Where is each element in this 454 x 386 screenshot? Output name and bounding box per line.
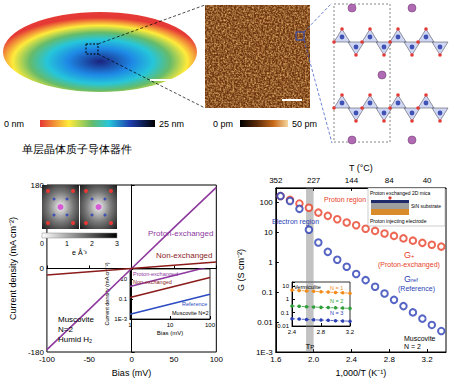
svg-text:10: 10	[264, 228, 273, 237]
svg-text:Bias (mV): Bias (mV)	[112, 368, 152, 378]
svg-text:Proton-exchanged: Proton-exchanged	[148, 229, 213, 238]
svg-text:-50: -50	[83, 355, 95, 364]
svg-text:T: T	[305, 341, 311, 351]
svg-text:2.4: 2.4	[288, 329, 297, 335]
svg-text:1: 1	[65, 240, 69, 247]
svg-text:10: 10	[282, 283, 289, 289]
svg-text:84: 84	[385, 176, 394, 185]
svg-text:Vermiculite: Vermiculite	[294, 284, 321, 290]
svg-text:10: 10	[120, 276, 127, 282]
svg-text:40: 40	[423, 176, 432, 185]
svg-text:Proton-exchanged: Proton-exchanged	[133, 271, 178, 277]
svg-text:Current density (mA cm⁻²): Current density (mA cm⁻²)	[104, 262, 111, 326]
svg-text:0: 0	[40, 240, 44, 247]
svg-text:3.2: 3.2	[422, 355, 434, 364]
svg-text:10: 10	[167, 322, 174, 328]
svg-text:N = 2: N = 2	[404, 343, 421, 350]
svg-text:0.1: 0.1	[119, 296, 128, 302]
svg-text:(Reference): (Reference)	[398, 285, 435, 293]
svg-text:0 pm: 0 pm	[213, 119, 233, 129]
svg-text:1: 1	[268, 258, 273, 267]
svg-text:G: G	[404, 274, 411, 284]
svg-text:2.4: 2.4	[346, 355, 358, 364]
svg-text:2: 2	[90, 240, 94, 247]
svg-text:25 nm: 25 nm	[159, 119, 184, 129]
svg-text:G: G	[404, 250, 411, 260]
svg-text:Non-exchanged: Non-exchanged	[156, 251, 212, 260]
svg-text:Proton region: Proton region	[324, 196, 366, 204]
svg-text:e Å⁻³: e Å⁻³	[72, 248, 88, 256]
svg-text:Proton exchanged 2D mica: Proton exchanged 2D mica	[370, 190, 431, 196]
svg-text:2.8: 2.8	[384, 355, 396, 364]
svg-text:0.1: 0.1	[262, 288, 274, 297]
svg-text:144: 144	[345, 176, 359, 185]
svg-text:Electron region: Electron region	[272, 218, 319, 226]
svg-text:100: 100	[210, 355, 224, 364]
svg-text:Non-exchanged: Non-exchanged	[133, 279, 172, 285]
svg-text:1: 1	[128, 322, 132, 328]
svg-text:N=2: N=2	[58, 325, 73, 334]
svg-text:0: 0	[129, 355, 134, 364]
svg-text:Proton injecting electrode: Proton injecting electrode	[370, 218, 427, 224]
svg-text:-100: -100	[39, 355, 56, 364]
svg-text:352: 352	[269, 176, 283, 185]
svg-text:ref: ref	[411, 277, 418, 283]
svg-text:SiN substrate: SiN substrate	[411, 203, 441, 209]
svg-text:1,000/T (K⁻¹): 1,000/T (K⁻¹)	[335, 368, 386, 378]
svg-text:1E-3: 1E-3	[114, 316, 127, 322]
svg-text:0.01: 0.01	[257, 318, 273, 327]
svg-text:-180: -180	[27, 347, 44, 357]
svg-text:Humid H₂: Humid H₂	[58, 335, 92, 344]
svg-text:2.0: 2.0	[308, 355, 320, 364]
svg-text:0.1: 0.1	[281, 310, 290, 316]
svg-text:100: 100	[259, 198, 273, 207]
svg-text:Muscovite: Muscovite	[58, 315, 95, 324]
svg-text:50 pm: 50 pm	[292, 119, 317, 129]
svg-text:1.6: 1.6	[270, 355, 282, 364]
svg-text:Current density (mA cm⁻²): Current density (mA cm⁻²)	[8, 217, 18, 320]
svg-text:N = 3: N = 3	[330, 310, 343, 316]
svg-text:0.01: 0.01	[277, 323, 289, 329]
svg-text:Muscovite N=2: Muscovite N=2	[172, 310, 209, 316]
svg-text:50: 50	[170, 355, 179, 364]
svg-text:0: 0	[39, 264, 44, 273]
svg-text:3: 3	[115, 240, 119, 247]
svg-text:N = 1: N = 1	[330, 285, 343, 291]
svg-text:T (°C): T (°C)	[349, 163, 373, 173]
svg-text:Bias (mV): Bias (mV)	[157, 330, 183, 336]
svg-text:P: P	[310, 344, 314, 350]
svg-text:N = 2: N = 2	[330, 298, 343, 304]
svg-text:单层晶体质子导体器件: 单层晶体质子导体器件	[22, 143, 132, 155]
svg-text:180: 180	[30, 180, 44, 190]
svg-text:227: 227	[307, 176, 321, 185]
svg-text:3.2: 3.2	[346, 329, 355, 335]
svg-text:(Proton-exchanged): (Proton-exchanged)	[378, 261, 440, 269]
svg-text:2.8: 2.8	[317, 329, 326, 335]
svg-text:Reference: Reference	[182, 301, 207, 307]
svg-text:0 nm: 0 nm	[4, 119, 24, 129]
svg-text:1E-3: 1E-3	[255, 347, 273, 357]
svg-text:G (S cm⁻²): G (S cm⁻²)	[236, 249, 246, 291]
svg-text:+: +	[411, 253, 415, 259]
svg-text:1: 1	[286, 296, 290, 302]
svg-text:Muscovite: Muscovite	[404, 335, 436, 342]
svg-text:100: 100	[205, 322, 216, 328]
